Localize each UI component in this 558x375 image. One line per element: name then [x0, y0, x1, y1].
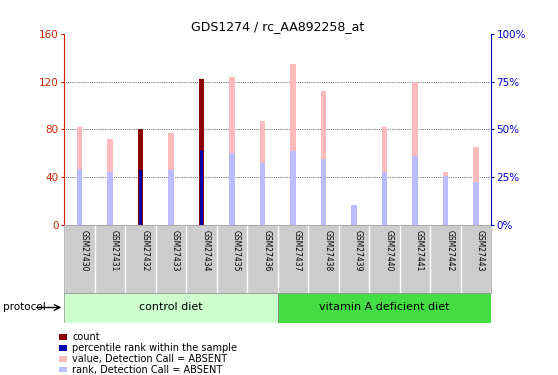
Bar — [59, 367, 67, 372]
Bar — [290, 64, 296, 225]
Text: GSM27443: GSM27443 — [476, 230, 485, 272]
Text: GSM27431: GSM27431 — [110, 230, 119, 272]
Bar — [382, 127, 387, 225]
Bar — [473, 182, 479, 225]
Bar — [351, 205, 357, 225]
Bar — [139, 170, 142, 225]
Text: GSM27437: GSM27437 — [293, 230, 302, 272]
Bar — [442, 176, 448, 225]
Text: value, Detection Call = ABSENT: value, Detection Call = ABSENT — [73, 354, 228, 364]
Text: GSM27440: GSM27440 — [384, 230, 393, 272]
Bar — [412, 156, 417, 225]
Text: protocol: protocol — [3, 303, 46, 312]
Text: vitamin A deficient diet: vitamin A deficient diet — [319, 303, 450, 312]
Bar — [64, 292, 277, 322]
Bar — [138, 170, 143, 225]
Bar — [321, 91, 326, 225]
Bar — [59, 345, 67, 351]
Bar — [290, 151, 296, 225]
Bar — [200, 150, 203, 225]
Text: control diet: control diet — [139, 303, 203, 312]
Text: count: count — [73, 332, 100, 342]
Bar — [59, 334, 67, 340]
Bar — [229, 77, 234, 225]
Bar — [382, 172, 387, 225]
Text: GSM27430: GSM27430 — [79, 230, 88, 272]
Text: GSM27438: GSM27438 — [323, 230, 333, 272]
Bar — [107, 172, 113, 225]
Text: GSM27433: GSM27433 — [171, 230, 180, 272]
Bar — [321, 159, 326, 225]
Text: GSM27439: GSM27439 — [354, 230, 363, 272]
Text: GSM27434: GSM27434 — [201, 230, 210, 272]
Bar — [278, 292, 491, 322]
Bar — [59, 356, 67, 362]
Bar — [412, 82, 417, 225]
Bar — [76, 127, 82, 225]
Bar — [259, 121, 265, 225]
Title: GDS1274 / rc_AA892258_at: GDS1274 / rc_AA892258_at — [191, 20, 364, 33]
Text: GSM27435: GSM27435 — [232, 230, 241, 272]
Text: rank, Detection Call = ABSENT: rank, Detection Call = ABSENT — [73, 364, 223, 375]
Bar — [107, 139, 113, 225]
Bar — [138, 129, 143, 225]
Bar — [199, 79, 204, 225]
Bar — [76, 169, 82, 225]
Bar — [473, 147, 479, 225]
Text: percentile rank within the sample: percentile rank within the sample — [73, 343, 237, 353]
Bar — [199, 79, 204, 225]
Bar — [199, 150, 204, 225]
Bar — [351, 207, 357, 225]
Text: GSM27432: GSM27432 — [141, 230, 150, 272]
Bar — [442, 172, 448, 225]
Bar — [138, 129, 143, 225]
Text: GSM27441: GSM27441 — [415, 230, 424, 272]
Bar — [229, 153, 234, 225]
Text: GSM27436: GSM27436 — [262, 230, 271, 272]
Text: GSM27442: GSM27442 — [445, 230, 454, 272]
Bar — [168, 170, 174, 225]
Bar — [168, 133, 174, 225]
Bar — [259, 163, 265, 225]
